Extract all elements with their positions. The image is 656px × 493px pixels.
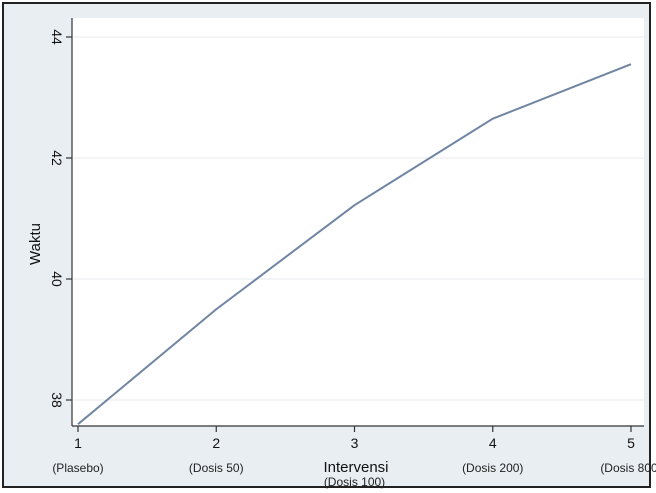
series-line <box>77 63 632 425</box>
x-tick-label: 1 <box>74 435 82 451</box>
x-axis-ticks: 1 (Plasebo) 2 (Dosis 50) 3 (Dosis 100) 4 (Dosis… <box>52 426 656 489</box>
x-tick-sublabel: (Dosis 50) <box>189 461 244 475</box>
x-tick-sublabel: (Dosis 200) <box>462 461 523 475</box>
x-tick-label: 5 <box>627 435 635 451</box>
y-tick-label: 44 <box>49 29 65 45</box>
plot-background <box>72 18 644 426</box>
x-tick-sublabel: (Dosis 800) <box>600 461 656 475</box>
x-tick-sublabel: (Dosis 100) <box>324 475 385 489</box>
x-tick-label: 4 <box>489 435 497 451</box>
x-tick-label: 3 <box>351 435 359 451</box>
y-tick-label: 40 <box>49 271 65 287</box>
grid-lines <box>73 36 644 401</box>
series-group <box>77 63 632 425</box>
x-tick-sublabel: (Plasebo) <box>52 461 103 475</box>
y-tick-label: 42 <box>49 150 65 166</box>
x-axis-title: Intervensi <box>323 459 388 476</box>
y-tick-label: 38 <box>49 392 65 408</box>
y-axis-title: Waktu <box>27 223 44 265</box>
x-tick-label: 2 <box>212 435 220 451</box>
y-axis-ticks: 38 40 42 44 <box>49 29 72 408</box>
